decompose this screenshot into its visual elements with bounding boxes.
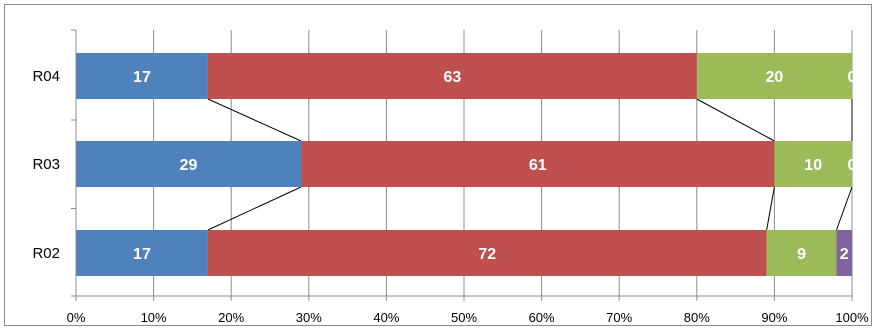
bars — [76, 53, 852, 276]
x-tick-label: 90% — [761, 310, 787, 325]
axes: 0% 10% 20% 30% 40% 50% 60% 70% 80% 90% 100% R04 R03 R… — [32, 29, 869, 325]
bar-segment — [76, 141, 302, 187]
x-tick-label: 80% — [684, 310, 710, 325]
data-label: 0 — [848, 157, 857, 174]
x-tick-label: 10% — [141, 310, 167, 325]
data-label: 20 — [766, 69, 784, 86]
bar-segment — [207, 53, 697, 99]
data-label: 9 — [797, 246, 806, 263]
category-label: R02 — [32, 245, 60, 262]
bar-segment — [76, 230, 208, 276]
bar-segment — [76, 53, 208, 99]
series-line — [207, 98, 302, 142]
series-line — [766, 186, 775, 231]
bar-segment — [696, 53, 852, 99]
data-label: 2 — [840, 246, 849, 263]
data-label: 29 — [180, 157, 198, 174]
bar-segment — [774, 141, 852, 187]
series-line — [836, 186, 853, 231]
series-line — [696, 98, 775, 142]
x-tick-label: 20% — [218, 310, 244, 325]
data-labels: 17 63 20 0 29 61 10 0 17 72 9 2 — [133, 69, 856, 263]
data-label: 0 — [848, 69, 857, 86]
bar-segment — [301, 141, 775, 187]
category-label: R04 — [32, 68, 60, 85]
x-tick-label: 0% — [67, 310, 86, 325]
data-label: 72 — [478, 246, 496, 263]
bar-segment — [836, 230, 852, 276]
series-line — [207, 186, 302, 231]
data-label: 63 — [443, 69, 461, 86]
data-label: 17 — [133, 246, 151, 263]
category-label: R03 — [32, 156, 60, 173]
x-tick-label: 50% — [451, 310, 477, 325]
data-label: 10 — [804, 157, 822, 174]
x-tick-label: 60% — [529, 310, 555, 325]
bar-segment — [766, 230, 837, 276]
x-tick-label: 70% — [606, 310, 632, 325]
bar-segment — [207, 230, 767, 276]
x-tick-label: 30% — [296, 310, 322, 325]
data-label: 17 — [133, 69, 151, 86]
series-lines — [207, 98, 853, 231]
data-label: 61 — [529, 157, 547, 174]
x-tick-label: 40% — [373, 310, 399, 325]
x-tick-label: 100% — [835, 310, 869, 325]
